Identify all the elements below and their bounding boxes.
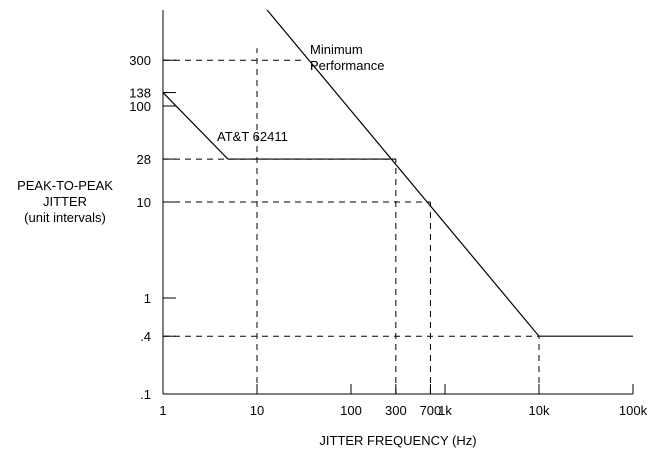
x-tick-label: 10k (529, 403, 550, 418)
y-tick-label: 28 (137, 152, 151, 167)
y-tick-label: 10 (137, 195, 151, 210)
y-tick-label: .4 (140, 329, 151, 344)
series-line (162, 92, 396, 160)
guide-lines (163, 48, 540, 394)
y-axis-label: (unit intervals) (24, 210, 106, 225)
x-tick-label: 700 (420, 403, 442, 418)
y-tick-label: 1 (144, 291, 151, 306)
x-axis-label: JITTER FREQUENCY (Hz) (319, 433, 476, 448)
y-axis-label: PEAK-TO-PEAK (17, 178, 113, 193)
series-label: Minimum (310, 42, 363, 57)
y-tick-label: 100 (129, 99, 151, 114)
x-tick-label: 10 (250, 403, 264, 418)
x-tick-label: 100k (619, 403, 648, 418)
x-tick-label: 1 (159, 403, 166, 418)
series-label: Performance (310, 58, 384, 73)
series-line (266, 9, 633, 337)
x-tick-label: 300 (385, 403, 407, 418)
series-label: AT&T 62411 (217, 129, 288, 144)
y-tick-label: 138 (129, 86, 151, 101)
y-axis-label: JITTER (43, 194, 87, 209)
y-tick-label: 300 (129, 53, 151, 68)
y-tick-label: .1 (140, 387, 151, 402)
x-tick-label: 1k (438, 403, 452, 418)
x-tick-label: 100 (340, 403, 362, 418)
series-group (162, 9, 633, 337)
